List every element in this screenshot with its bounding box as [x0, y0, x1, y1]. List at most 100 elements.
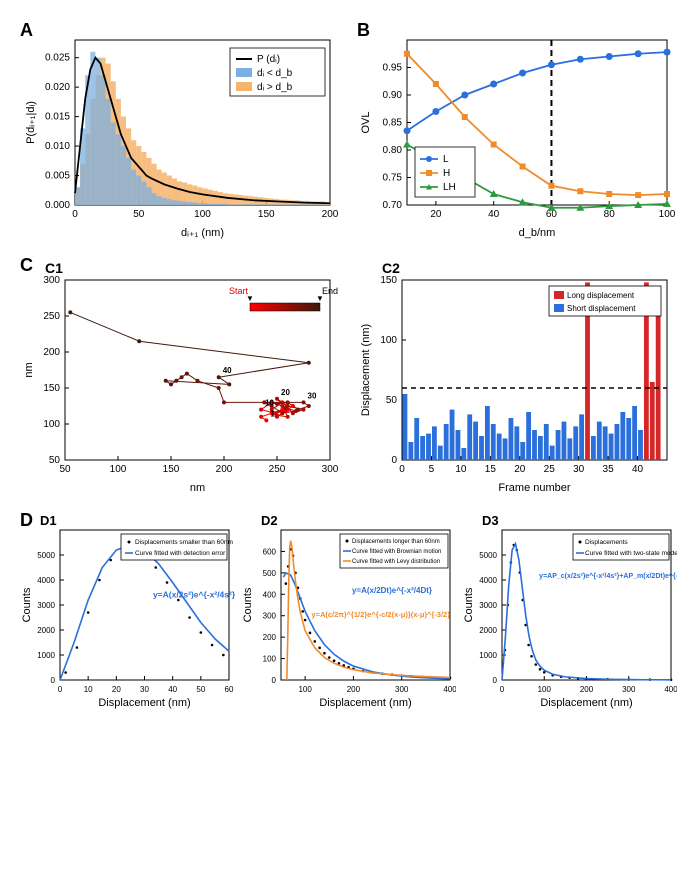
svg-text:Curve fitted with Brownian mot: Curve fitted with Brownian motion: [352, 549, 441, 555]
svg-text:200: 200: [43, 347, 60, 358]
figure: A 0501001502000.0000.0050.0100.0150.0200…: [20, 20, 677, 710]
svg-text:400: 400: [443, 685, 456, 694]
svg-text:y=A(x/2Dt)e^{-x²/4Dt}: y=A(x/2Dt)e^{-x²/4Dt}: [352, 586, 432, 595]
svg-text:0.90: 0.90: [383, 90, 403, 101]
svg-text:150: 150: [163, 464, 180, 475]
panel-label-c1: C1: [45, 260, 63, 276]
svg-text:150: 150: [380, 275, 397, 286]
svg-text:300: 300: [43, 275, 60, 286]
svg-text:50: 50: [49, 455, 61, 466]
svg-text:50: 50: [133, 209, 145, 220]
svg-text:300: 300: [622, 685, 636, 694]
svg-text:0.85: 0.85: [383, 118, 403, 129]
svg-text:0.020: 0.020: [45, 82, 70, 93]
svg-text:60: 60: [225, 685, 234, 694]
svg-text:20: 20: [112, 685, 121, 694]
svg-text:d_b/nm: d_b/nm: [519, 227, 556, 239]
svg-text:End: End: [322, 286, 338, 296]
svg-text:3000: 3000: [37, 601, 55, 610]
svg-text:100: 100: [380, 335, 397, 346]
svg-text:y=A(c/2π)^{1/2}e^{-c/2(x-μ)}(x: y=A(c/2π)^{1/2}e^{-c/2(x-μ)}(x-μ)^{-3/2}: [311, 610, 450, 619]
svg-text:dᵢ > d_b: dᵢ > d_b: [257, 82, 293, 93]
svg-text:0.025: 0.025: [45, 53, 70, 64]
svg-text:0.000: 0.000: [45, 200, 70, 211]
svg-text:200: 200: [322, 209, 339, 220]
svg-text:Displacement (nm): Displacement (nm): [98, 697, 190, 709]
svg-text:0.95: 0.95: [383, 63, 403, 74]
svg-text:200: 200: [347, 685, 361, 694]
svg-text:10: 10: [84, 685, 93, 694]
svg-text:100: 100: [298, 685, 312, 694]
svg-text:▼: ▼: [246, 294, 254, 303]
svg-text:Curve fitted with two-state mo: Curve fitted with two-state model: [585, 550, 677, 557]
svg-text:Curve fitted with detection er: Curve fitted with detection error: [135, 550, 226, 557]
panel-label-b: B: [357, 20, 370, 41]
svg-text:200: 200: [263, 633, 277, 642]
svg-text:4000: 4000: [479, 576, 497, 585]
panel-d2: D2 1002003004000100200300400500600Displa…: [241, 510, 456, 710]
svg-text:Displacement (nm): Displacement (nm): [360, 324, 372, 416]
svg-text:30: 30: [573, 464, 585, 475]
svg-text:0.80: 0.80: [383, 145, 403, 156]
svg-text:300: 300: [322, 464, 339, 475]
svg-text:20: 20: [281, 388, 290, 397]
svg-text:Curve fitted with Levy distrib: Curve fitted with Levy distribution: [352, 559, 440, 565]
svg-text:Long displacement: Long displacement: [567, 291, 635, 300]
svg-text:100: 100: [263, 655, 277, 664]
svg-text:50: 50: [386, 395, 398, 406]
svg-text:dᵢ₊₁ (nm): dᵢ₊₁ (nm): [181, 227, 224, 239]
svg-text:OVL: OVL: [360, 111, 372, 133]
svg-text:30: 30: [140, 685, 149, 694]
svg-text:y=A(x/2s²)e^{-x²/4s²}: y=A(x/2s²)e^{-x²/4s²}: [153, 590, 235, 600]
svg-text:150: 150: [43, 383, 60, 394]
panel-a: A 0501001502000.0000.0050.0100.0150.0200…: [20, 20, 340, 240]
svg-text:0.005: 0.005: [45, 171, 70, 182]
svg-text:80: 80: [604, 209, 616, 220]
svg-text:35: 35: [603, 464, 615, 475]
svg-text:250: 250: [43, 311, 60, 322]
panel-label-d2: D2: [261, 513, 278, 528]
svg-text:300: 300: [263, 612, 277, 621]
svg-text:50: 50: [59, 464, 71, 475]
svg-text:Displacement (nm): Displacement (nm): [319, 697, 411, 709]
svg-text:Frame number: Frame number: [498, 482, 570, 494]
svg-text:50: 50: [196, 685, 205, 694]
svg-text:P (dᵢ): P (dᵢ): [257, 54, 280, 65]
svg-text:30: 30: [308, 391, 317, 400]
panel-d3: D3 0100200300400010002000300040005000Dis…: [462, 510, 677, 710]
svg-text:L: L: [443, 154, 449, 165]
svg-text:Displacement (nm): Displacement (nm): [540, 697, 632, 709]
svg-text:0.75: 0.75: [383, 173, 403, 184]
panel-c2: C2 0510152025303540050100150Frame number…: [357, 255, 677, 495]
svg-text:5000: 5000: [479, 551, 497, 560]
svg-text:H: H: [443, 168, 450, 179]
svg-text:0: 0: [500, 685, 505, 694]
panel-label-d3: D3: [482, 513, 499, 528]
svg-text:1000: 1000: [479, 651, 497, 660]
svg-text:200: 200: [580, 685, 594, 694]
svg-text:0.010: 0.010: [45, 141, 70, 152]
svg-text:20: 20: [430, 209, 442, 220]
svg-text:0: 0: [399, 464, 405, 475]
svg-text:0: 0: [272, 676, 277, 685]
svg-text:100: 100: [110, 464, 127, 475]
svg-text:0: 0: [51, 676, 56, 685]
svg-text:40: 40: [168, 685, 177, 694]
svg-text:100: 100: [194, 209, 211, 220]
svg-text:300: 300: [395, 685, 409, 694]
svg-text:20: 20: [514, 464, 526, 475]
svg-text:Displacements smaller than 60n: Displacements smaller than 60nm: [135, 539, 233, 546]
svg-text:LH: LH: [443, 182, 456, 193]
svg-text:100: 100: [659, 209, 676, 220]
svg-text:40: 40: [488, 209, 500, 220]
svg-text:Short displacement: Short displacement: [567, 304, 636, 313]
svg-text:Counts: Counts: [242, 587, 254, 622]
svg-text:▼: ▼: [316, 294, 324, 303]
svg-text:5: 5: [429, 464, 435, 475]
panel-c1: C1 5010015020025030050100150200250300nmn…: [20, 255, 340, 495]
svg-text:0.70: 0.70: [383, 200, 403, 211]
panel-label-c2: C2: [382, 260, 400, 276]
svg-text:3000: 3000: [479, 601, 497, 610]
svg-text:2000: 2000: [37, 626, 55, 635]
svg-text:40: 40: [632, 464, 644, 475]
